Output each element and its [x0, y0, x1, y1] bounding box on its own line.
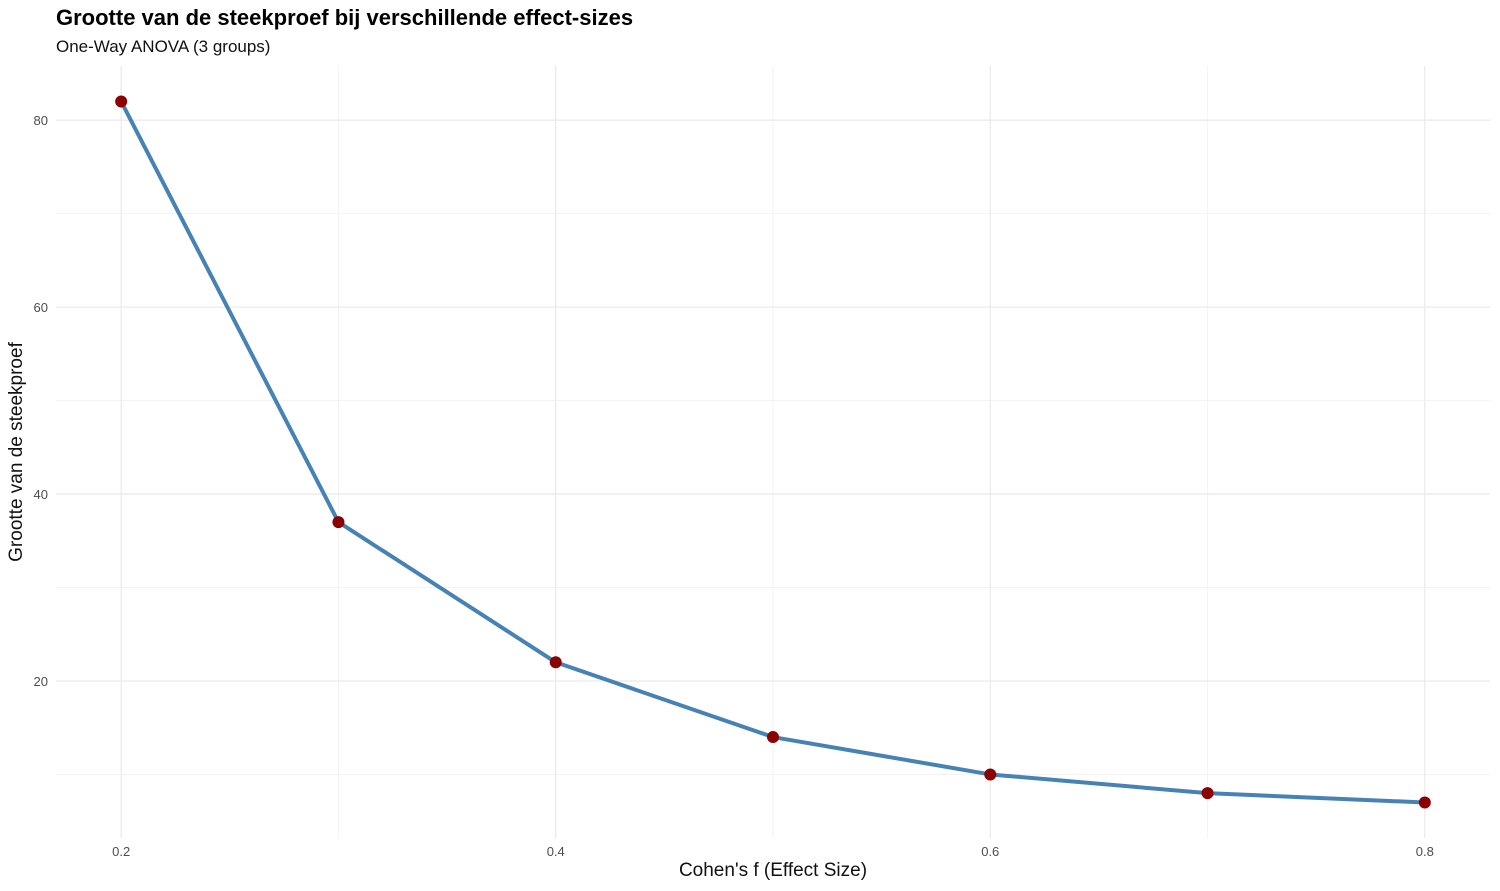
- y-tick-label: 40: [34, 487, 48, 502]
- x-tick-label: 0.6: [981, 844, 999, 859]
- data-point: [332, 516, 345, 529]
- data-point: [767, 731, 779, 744]
- data-point: [1201, 787, 1214, 800]
- data-point: [984, 768, 997, 781]
- y-tick-label: 60: [34, 300, 48, 315]
- y-tick-label: 80: [34, 113, 48, 128]
- y-tick-label: 20: [34, 674, 48, 689]
- chart-subtitle: One-Way ANOVA (3 groups): [56, 37, 271, 56]
- chart-title: Grootte van de steekproef bij verschille…: [56, 5, 634, 30]
- data-point: [1418, 796, 1431, 809]
- x-axis-label: Cohen's f (Effect Size): [678, 860, 868, 881]
- y-axis-label: Grootte van de steekproef: [6, 342, 27, 562]
- data-point: [115, 95, 128, 108]
- x-tick-label: 0.4: [547, 844, 565, 859]
- x-tick-label: 0.2: [112, 844, 130, 859]
- data-point: [549, 656, 562, 669]
- x-tick-label: 0.8: [1416, 844, 1434, 859]
